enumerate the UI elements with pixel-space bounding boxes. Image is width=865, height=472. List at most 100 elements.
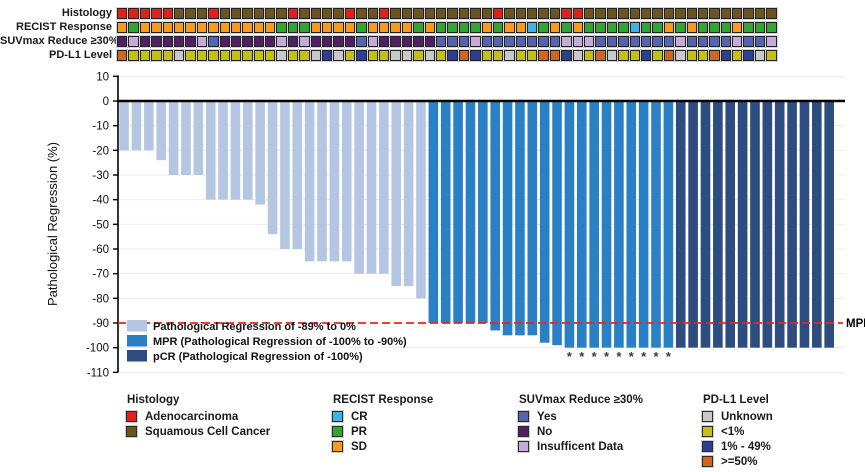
track-square bbox=[446, 35, 459, 48]
track-square bbox=[742, 35, 755, 48]
significance-asterisk: * bbox=[666, 349, 672, 364]
track-square bbox=[731, 35, 744, 48]
track-square bbox=[115, 7, 129, 20]
chart-legend-swatch bbox=[127, 350, 147, 362]
track-square bbox=[514, 35, 528, 48]
track-square bbox=[115, 49, 129, 62]
track-square bbox=[286, 49, 300, 62]
patient-bar bbox=[144, 101, 154, 151]
track-square bbox=[172, 35, 186, 48]
patient-bar bbox=[490, 101, 500, 331]
track-square bbox=[469, 35, 482, 48]
track-square bbox=[377, 35, 391, 48]
track-square bbox=[696, 7, 710, 20]
track-square bbox=[560, 49, 573, 62]
track-square bbox=[229, 21, 243, 34]
track-square bbox=[719, 35, 733, 48]
track-squares-recist bbox=[115, 21, 778, 34]
track-square bbox=[548, 35, 562, 48]
track-square bbox=[332, 49, 345, 62]
track-square bbox=[571, 35, 585, 48]
legend-item: <1% bbox=[701, 424, 773, 439]
track-square bbox=[685, 35, 698, 48]
patient-bar bbox=[725, 101, 736, 348]
track-square bbox=[355, 35, 368, 48]
patient-bar bbox=[416, 101, 426, 299]
chart-legend-label: Pathological Regression of -89% to 0% bbox=[153, 321, 356, 333]
track-square bbox=[731, 21, 744, 34]
track-square bbox=[241, 49, 254, 62]
track-square bbox=[138, 49, 152, 62]
legend-item-label: Unknown bbox=[721, 410, 773, 423]
track-square bbox=[252, 35, 266, 48]
track-square bbox=[582, 7, 596, 20]
track-square bbox=[582, 21, 596, 34]
y-tick-label: -20 bbox=[92, 145, 109, 157]
patient-bar bbox=[762, 101, 773, 348]
track-square bbox=[651, 49, 664, 62]
legend-swatch bbox=[125, 410, 138, 423]
track-square bbox=[742, 7, 755, 20]
patient-bar bbox=[391, 101, 402, 287]
track-square bbox=[639, 7, 653, 20]
legend-group-suvmax: SUVmax Reduce ≥30% Yes No Insufficent Data bbox=[517, 394, 643, 454]
track-square bbox=[207, 7, 220, 20]
legend-item-label: 1% - 49% bbox=[721, 440, 771, 453]
track-square bbox=[708, 7, 721, 20]
track-square bbox=[275, 7, 288, 20]
track-square bbox=[480, 7, 493, 20]
track-square bbox=[218, 7, 231, 20]
mpr-line-label: MPR bbox=[846, 318, 865, 330]
track-square bbox=[753, 35, 767, 48]
track-square bbox=[434, 35, 448, 48]
track-square bbox=[400, 35, 414, 48]
track-square bbox=[412, 35, 425, 48]
patient-bar bbox=[465, 101, 476, 324]
legend-title-recist: RECIST Response bbox=[333, 394, 434, 406]
track-square bbox=[127, 7, 140, 20]
chart-legend-swatch bbox=[127, 335, 147, 347]
track-square bbox=[412, 7, 425, 20]
track-square bbox=[377, 21, 391, 34]
track-square bbox=[480, 21, 493, 34]
track-square bbox=[389, 21, 402, 34]
track-square bbox=[582, 49, 596, 62]
track-square bbox=[560, 35, 573, 48]
legend-item-label: CR bbox=[351, 410, 368, 423]
track-square bbox=[446, 7, 459, 20]
patient-bar bbox=[824, 101, 834, 348]
patient-bar bbox=[614, 101, 624, 348]
patient-bar bbox=[317, 101, 327, 262]
track-square bbox=[594, 21, 607, 34]
track-square bbox=[491, 21, 505, 34]
patient-bar bbox=[205, 101, 216, 200]
patient-bar bbox=[700, 101, 711, 348]
track-square bbox=[298, 21, 311, 34]
track-square bbox=[184, 7, 197, 20]
track-square bbox=[218, 35, 231, 48]
legend-title-histology: Histology bbox=[127, 394, 180, 406]
track-square bbox=[537, 49, 550, 62]
significance-asterisk: * bbox=[616, 349, 622, 364]
track-square bbox=[400, 21, 414, 34]
legend-item-label: <1% bbox=[721, 425, 745, 438]
patient-bar bbox=[119, 101, 129, 151]
legend-item: 1% - 49% bbox=[701, 439, 773, 454]
track-square bbox=[503, 49, 516, 62]
track-square bbox=[719, 21, 733, 34]
track-square bbox=[138, 35, 152, 48]
track-square bbox=[548, 49, 562, 62]
patient-bar bbox=[688, 101, 698, 348]
legend-group-recist: RECIST Response CR PR SD bbox=[331, 394, 434, 454]
track-square bbox=[753, 49, 767, 62]
patient-bar bbox=[539, 101, 550, 343]
track-square bbox=[560, 7, 573, 20]
track-square bbox=[252, 21, 266, 34]
patient-bar bbox=[564, 101, 575, 348]
track-square bbox=[172, 21, 186, 34]
legend-item: Unknown bbox=[701, 409, 773, 424]
legend-item-label: No bbox=[537, 425, 553, 438]
track-square bbox=[309, 35, 323, 48]
track-square bbox=[229, 49, 243, 62]
legend-swatch bbox=[331, 425, 344, 438]
